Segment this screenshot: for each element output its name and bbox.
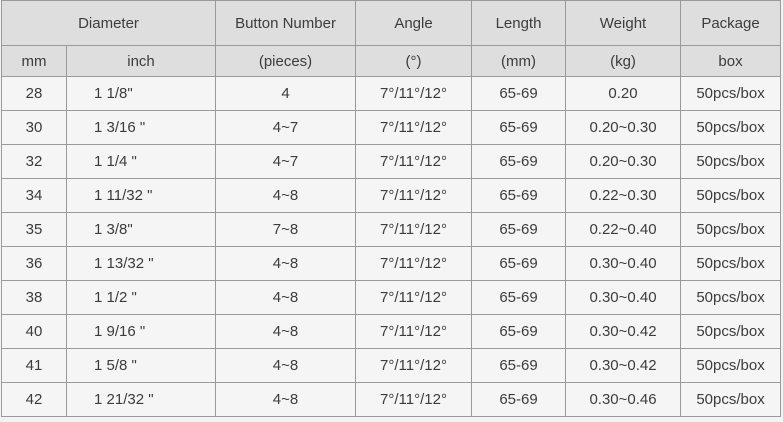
- cell-inch: 1 13/32 ": [65, 246, 217, 281]
- cell-buttons: 4~8: [215, 348, 357, 383]
- table-row: 40 1 9/16 " 4~8 7°/11°/12° 65-69 0.30~0.…: [1, 314, 782, 349]
- cell-buttons: 4: [215, 76, 357, 111]
- cell-angle: 7°/11°/12°: [355, 178, 473, 213]
- cell-mm: 30: [1, 110, 67, 145]
- cell-inch: 1 5/8 ": [65, 348, 217, 383]
- header-weight: Weight: [565, 0, 682, 46]
- cell-weight: 0.30~0.42: [565, 348, 682, 383]
- header-angle: Angle: [355, 0, 473, 46]
- table-row: 34 1 11/32 " 4~8 7°/11°/12° 65-69 0.22~0…: [1, 178, 782, 213]
- cell-buttons: 4~8: [215, 178, 357, 213]
- unit-inch: inch: [65, 45, 217, 77]
- cell-buttons: 7~8: [215, 212, 357, 247]
- cell-angle: 7°/11°/12°: [355, 314, 473, 349]
- cell-inch: 1 3/8": [65, 212, 217, 247]
- header-length: Length: [471, 0, 567, 46]
- cell-buttons: 4~8: [215, 280, 357, 315]
- cell-mm: 34: [1, 178, 67, 213]
- cell-mm: 42: [1, 382, 67, 417]
- table-row: 30 1 3/16 " 4~7 7°/11°/12° 65-69 0.20~0.…: [1, 110, 782, 145]
- cell-package: 50pcs/box: [680, 314, 782, 349]
- cell-package: 50pcs/box: [680, 110, 782, 145]
- cell-mm: 38: [1, 280, 67, 315]
- cell-angle: 7°/11°/12°: [355, 348, 473, 383]
- cell-mm: 32: [1, 144, 67, 179]
- cell-package: 50pcs/box: [680, 382, 782, 417]
- cell-length: 65-69: [471, 178, 567, 213]
- cell-mm: 36: [1, 246, 67, 281]
- cell-inch: 1 21/32 ": [65, 382, 217, 417]
- cell-weight: 0.20: [565, 76, 682, 111]
- cell-package: 50pcs/box: [680, 348, 782, 383]
- cell-length: 65-69: [471, 314, 567, 349]
- cell-length: 65-69: [471, 144, 567, 179]
- cell-weight: 0.30~0.42: [565, 314, 682, 349]
- cell-weight: 0.20~0.30: [565, 144, 682, 179]
- header-button-number: Button Number: [215, 0, 357, 46]
- unit-box: box: [680, 45, 782, 77]
- unit-kg: (kg): [565, 45, 682, 77]
- cell-mm: 41: [1, 348, 67, 383]
- cell-angle: 7°/11°/12°: [355, 110, 473, 145]
- cell-weight: 0.30~0.40: [565, 280, 682, 315]
- cell-angle: 7°/11°/12°: [355, 280, 473, 315]
- cell-angle: 7°/11°/12°: [355, 212, 473, 247]
- cell-buttons: 4~7: [215, 110, 357, 145]
- cell-length: 65-69: [471, 246, 567, 281]
- cell-weight: 0.22~0.30: [565, 178, 682, 213]
- table-row: 32 1 1/4 " 4~7 7°/11°/12° 65-69 0.20~0.3…: [1, 144, 782, 179]
- cell-angle: 7°/11°/12°: [355, 246, 473, 281]
- cell-inch: 1 1/4 ": [65, 144, 217, 179]
- unit-length-mm: (mm): [471, 45, 567, 77]
- cell-angle: 7°/11°/12°: [355, 382, 473, 417]
- cell-weight: 0.20~0.30: [565, 110, 682, 145]
- table-row: 28 1 1/8" 4 7°/11°/12° 65-69 0.20 50pcs/…: [1, 76, 782, 111]
- cell-package: 50pcs/box: [680, 178, 782, 213]
- cell-package: 50pcs/box: [680, 144, 782, 179]
- cell-mm: 35: [1, 212, 67, 247]
- cell-length: 65-69: [471, 76, 567, 111]
- cell-buttons: 4~8: [215, 246, 357, 281]
- cell-weight: 0.30~0.46: [565, 382, 682, 417]
- cell-angle: 7°/11°/12°: [355, 144, 473, 179]
- cell-weight: 0.22~0.40: [565, 212, 682, 247]
- unit-mm: mm: [1, 45, 67, 77]
- unit-pieces: (pieces): [215, 45, 357, 77]
- table-row: 35 1 3/8" 7~8 7°/11°/12° 65-69 0.22~0.40…: [1, 212, 782, 247]
- cell-inch: 1 11/32 ": [65, 178, 217, 213]
- cell-buttons: 4~8: [215, 382, 357, 417]
- table-row: 41 1 5/8 " 4~8 7°/11°/12° 65-69 0.30~0.4…: [1, 348, 782, 383]
- cell-package: 50pcs/box: [680, 212, 782, 247]
- cell-weight: 0.30~0.40: [565, 246, 682, 281]
- cell-length: 65-69: [471, 110, 567, 145]
- cell-angle: 7°/11°/12°: [355, 76, 473, 111]
- cell-length: 65-69: [471, 348, 567, 383]
- unit-degrees: (°): [355, 45, 473, 77]
- table-row: 38 1 1/2 " 4~8 7°/11°/12° 65-69 0.30~0.4…: [1, 280, 782, 315]
- cell-mm: 40: [1, 314, 67, 349]
- cell-buttons: 4~8: [215, 314, 357, 349]
- cell-buttons: 4~7: [215, 144, 357, 179]
- cell-package: 50pcs/box: [680, 280, 782, 315]
- table-row: 42 1 21/32 " 4~8 7°/11°/12° 65-69 0.30~0…: [1, 382, 782, 417]
- cell-length: 65-69: [471, 280, 567, 315]
- cell-inch: 1 9/16 ": [65, 314, 217, 349]
- header-diameter: Diameter: [0, 0, 217, 46]
- cell-package: 50pcs/box: [680, 76, 782, 111]
- cell-package: 50pcs/box: [680, 246, 782, 281]
- table-row: 36 1 13/32 " 4~8 7°/11°/12° 65-69 0.30~0…: [1, 246, 782, 281]
- cell-mm: 28: [1, 76, 67, 111]
- cell-inch: 1 1/8": [65, 76, 217, 111]
- cell-length: 65-69: [471, 212, 567, 247]
- cell-inch: 1 3/16 ": [65, 110, 217, 145]
- header-unit-row: mm inch (pieces) (°) (mm) (kg) box: [1, 45, 782, 77]
- cell-inch: 1 1/2 ": [65, 280, 217, 315]
- header-package: Package: [680, 0, 782, 46]
- cell-length: 65-69: [471, 382, 567, 417]
- header-group-row: Diameter Button Number Angle Length Weig…: [0, 0, 782, 46]
